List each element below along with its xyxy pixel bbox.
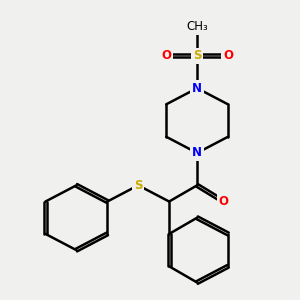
Text: S: S	[134, 179, 142, 192]
Text: O: O	[219, 195, 229, 208]
Text: S: S	[193, 49, 201, 62]
Text: N: N	[192, 146, 202, 159]
Text: N: N	[192, 82, 202, 95]
Text: O: O	[223, 49, 233, 62]
Text: CH₃: CH₃	[186, 20, 208, 33]
Text: O: O	[161, 49, 171, 62]
